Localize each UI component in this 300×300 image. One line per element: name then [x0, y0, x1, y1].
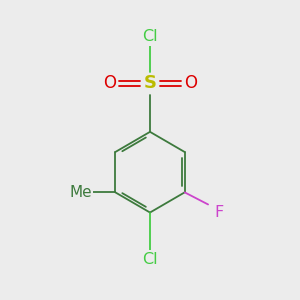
Text: Cl: Cl [142, 252, 158, 267]
Text: O: O [103, 74, 116, 92]
Text: Me: Me [69, 185, 92, 200]
Text: S: S [143, 74, 157, 92]
Text: F: F [215, 205, 224, 220]
Text: Cl: Cl [142, 29, 158, 44]
Text: O: O [184, 74, 197, 92]
